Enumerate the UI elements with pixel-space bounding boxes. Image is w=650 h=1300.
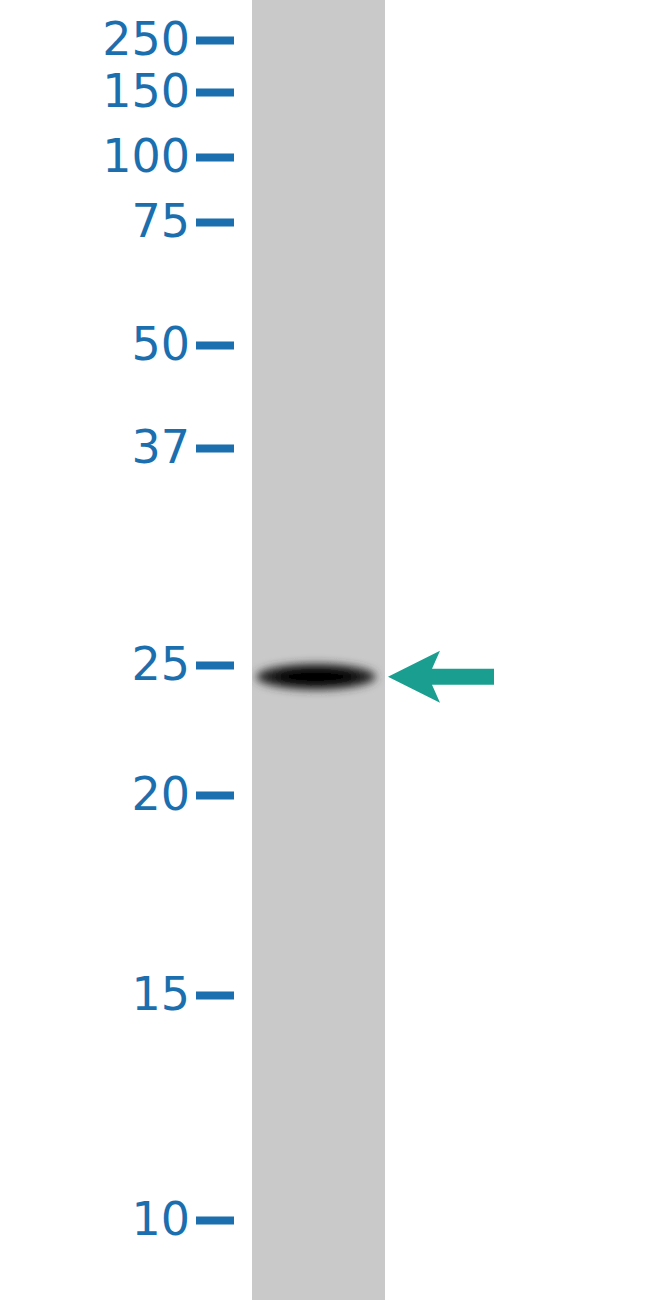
- tick-mark: [196, 1217, 234, 1225]
- tick: 20: [131, 767, 234, 821]
- tick: 150: [102, 64, 234, 118]
- tick-mark: [196, 37, 234, 45]
- tick-mark: [196, 342, 234, 350]
- y-axis: 250150 100 75 50 37 25 20 15 10: [102, 12, 236, 1246]
- tick: 25: [131, 637, 234, 691]
- tick-mark: [196, 792, 234, 800]
- tick-mark: [196, 662, 234, 670]
- tick-label: 75: [131, 194, 190, 248]
- tick-mark: [196, 992, 234, 1000]
- tick: 37: [131, 420, 234, 474]
- tick: 75: [131, 194, 234, 248]
- tick-label: 250: [102, 12, 190, 66]
- tick-label: 50: [131, 317, 190, 371]
- band: [256, 664, 376, 690]
- tick-label: 15: [131, 967, 190, 1021]
- tick-label: 37: [131, 420, 190, 474]
- tick-label: 150: [102, 64, 190, 118]
- tick-label: 25: [131, 637, 190, 691]
- tick: 15: [131, 967, 234, 1021]
- tick-mark: [196, 219, 234, 227]
- tick: 100: [102, 129, 234, 183]
- axis-line: [196, 41, 237, 1221]
- tick-label: 10: [131, 1192, 190, 1246]
- arrow: [388, 651, 494, 703]
- tick: 50: [131, 317, 234, 371]
- tick-mark: [196, 89, 234, 97]
- tick-mark: [196, 154, 234, 162]
- tick: 10: [131, 1192, 234, 1246]
- blot-figure: 250150 100 75 50 37 25 20 15 10: [0, 0, 650, 1300]
- arrow-shape: [388, 651, 494, 703]
- tick-label: 100: [102, 129, 190, 183]
- tick: 250: [102, 12, 234, 66]
- tick-label: 20: [131, 767, 190, 821]
- lane: [252, 0, 385, 1300]
- tick-mark: [196, 445, 234, 453]
- bands: [256, 664, 376, 690]
